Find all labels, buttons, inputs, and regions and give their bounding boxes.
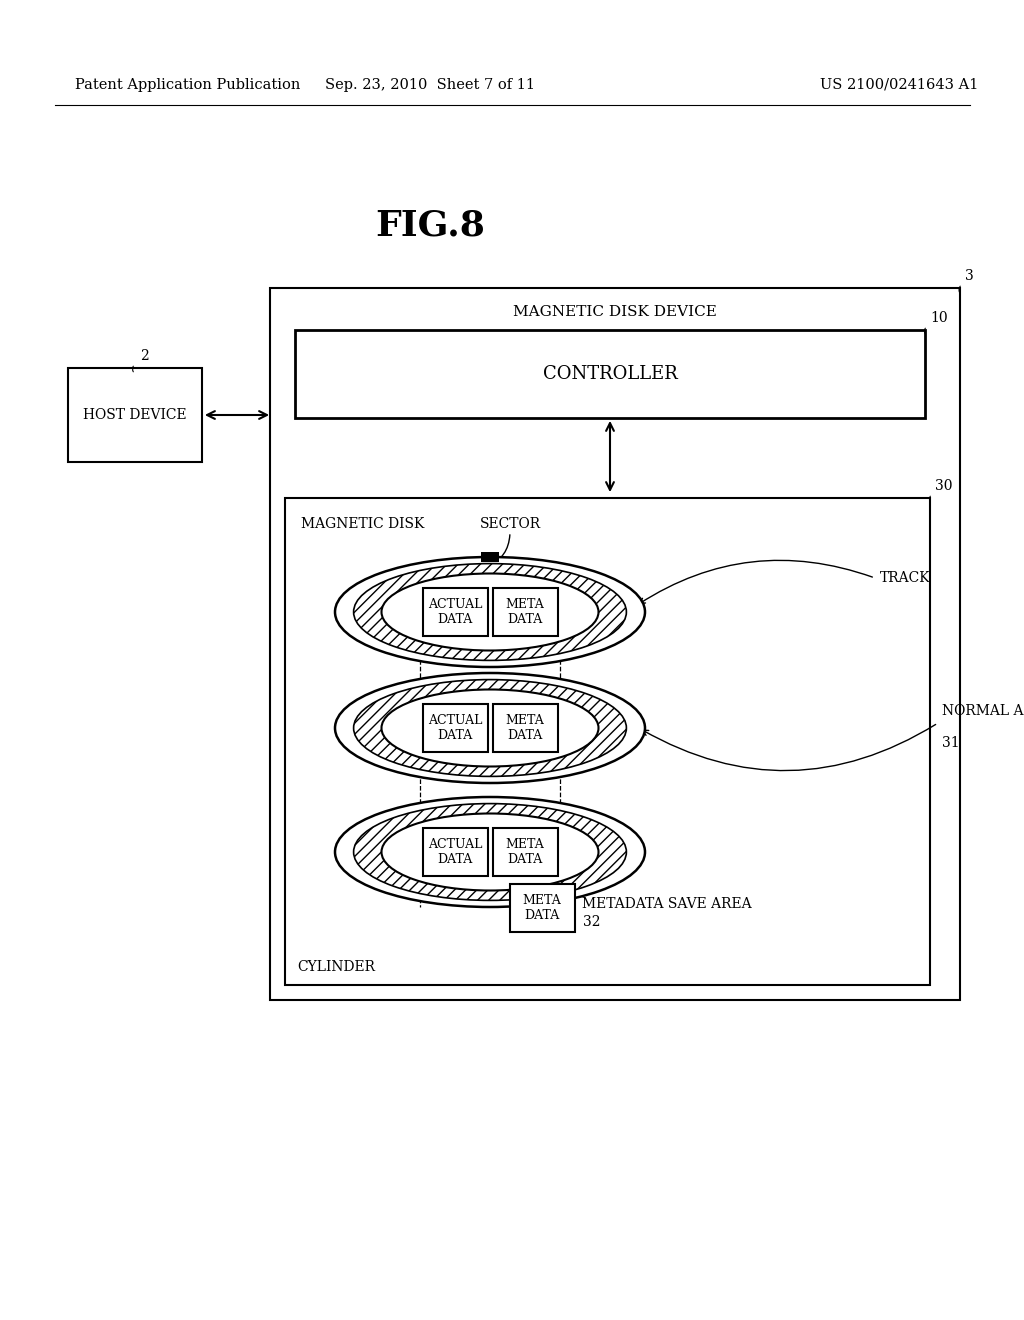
Bar (423, 587, 487, 636)
Bar (493, 828, 557, 876)
Bar (423, 704, 487, 752)
Text: META
DATA: META DATA (506, 598, 545, 626)
Bar (481, 552, 499, 562)
Text: ACTUAL
DATA: ACTUAL DATA (428, 714, 482, 742)
Text: ACTUAL
DATA: ACTUAL DATA (428, 598, 482, 626)
Text: META
DATA: META DATA (506, 714, 545, 742)
Ellipse shape (335, 557, 645, 667)
Text: METADATA SAVE AREA: METADATA SAVE AREA (583, 898, 752, 911)
Bar (510, 884, 574, 932)
Bar (270, 288, 961, 1001)
Text: META
DATA: META DATA (522, 894, 561, 921)
Ellipse shape (335, 797, 645, 907)
Ellipse shape (382, 689, 598, 767)
Bar (493, 587, 557, 636)
Text: HOST DEVICE: HOST DEVICE (83, 408, 186, 422)
Text: Patent Application Publication: Patent Application Publication (75, 78, 300, 92)
Text: 10: 10 (930, 312, 947, 325)
Text: TRACK: TRACK (880, 572, 931, 585)
Ellipse shape (335, 673, 645, 783)
Text: 32: 32 (583, 915, 600, 929)
Text: MAGNETIC DISK DEVICE: MAGNETIC DISK DEVICE (513, 305, 717, 319)
Text: Sep. 23, 2010  Sheet 7 of 11: Sep. 23, 2010 Sheet 7 of 11 (325, 78, 535, 92)
Bar (68, 368, 202, 462)
Text: FIG.8: FIG.8 (375, 209, 485, 242)
Ellipse shape (353, 804, 627, 900)
Bar (285, 498, 930, 985)
Text: META
DATA: META DATA (506, 838, 545, 866)
Ellipse shape (353, 564, 627, 660)
Text: 30: 30 (935, 479, 952, 492)
Text: 3: 3 (965, 269, 974, 282)
Text: SECTOR: SECTOR (480, 517, 541, 531)
Ellipse shape (353, 680, 627, 776)
Text: NORMAL AREA: NORMAL AREA (942, 704, 1024, 718)
Text: CYLINDER: CYLINDER (297, 960, 375, 974)
Text: 31: 31 (942, 737, 959, 750)
Ellipse shape (382, 813, 598, 891)
Bar (295, 330, 925, 418)
Text: 2: 2 (140, 348, 148, 363)
Text: US 2100/0241643 A1: US 2100/0241643 A1 (820, 78, 978, 92)
Text: ACTUAL
DATA: ACTUAL DATA (428, 838, 482, 866)
Bar (423, 828, 487, 876)
Text: MAGNETIC DISK: MAGNETIC DISK (301, 517, 424, 531)
Ellipse shape (382, 573, 598, 651)
Bar (493, 704, 557, 752)
Text: CONTROLLER: CONTROLLER (543, 366, 677, 383)
